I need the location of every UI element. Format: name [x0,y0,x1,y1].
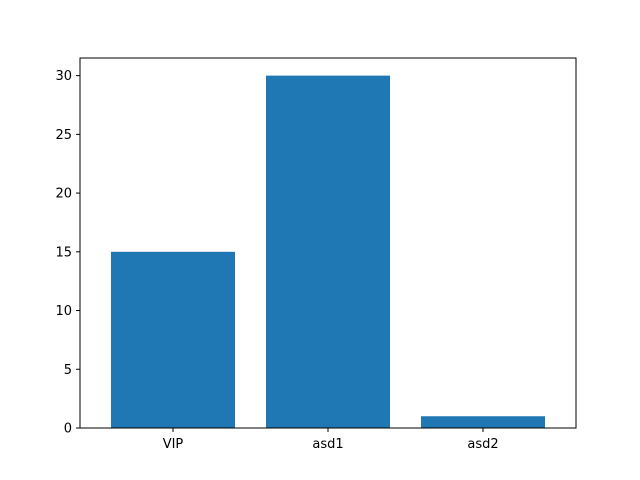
x-tick-label-asd2: asd2 [467,437,498,452]
y-tick-label: 25 [55,128,72,143]
bar-asd2 [421,416,545,428]
x-tick-label-VIP: VIP [163,437,184,452]
y-tick-label: 10 [55,304,72,319]
bar-asd1 [266,75,390,429]
bars-layer [111,75,545,429]
y-axis: 0 5 10 15 20 25 30 [55,69,80,437]
bar-VIP [111,251,235,428]
x-tick-label-asd1: asd1 [312,437,343,452]
x-axis: VIP asd1 asd2 [163,428,499,452]
y-tick-label: 15 [55,245,72,260]
y-tick-label: 0 [64,422,72,437]
y-tick-label: 30 [55,69,72,84]
plot-frame [79,57,577,429]
y-tick-label: 5 [64,363,72,378]
y-tick-label: 20 [55,187,72,202]
